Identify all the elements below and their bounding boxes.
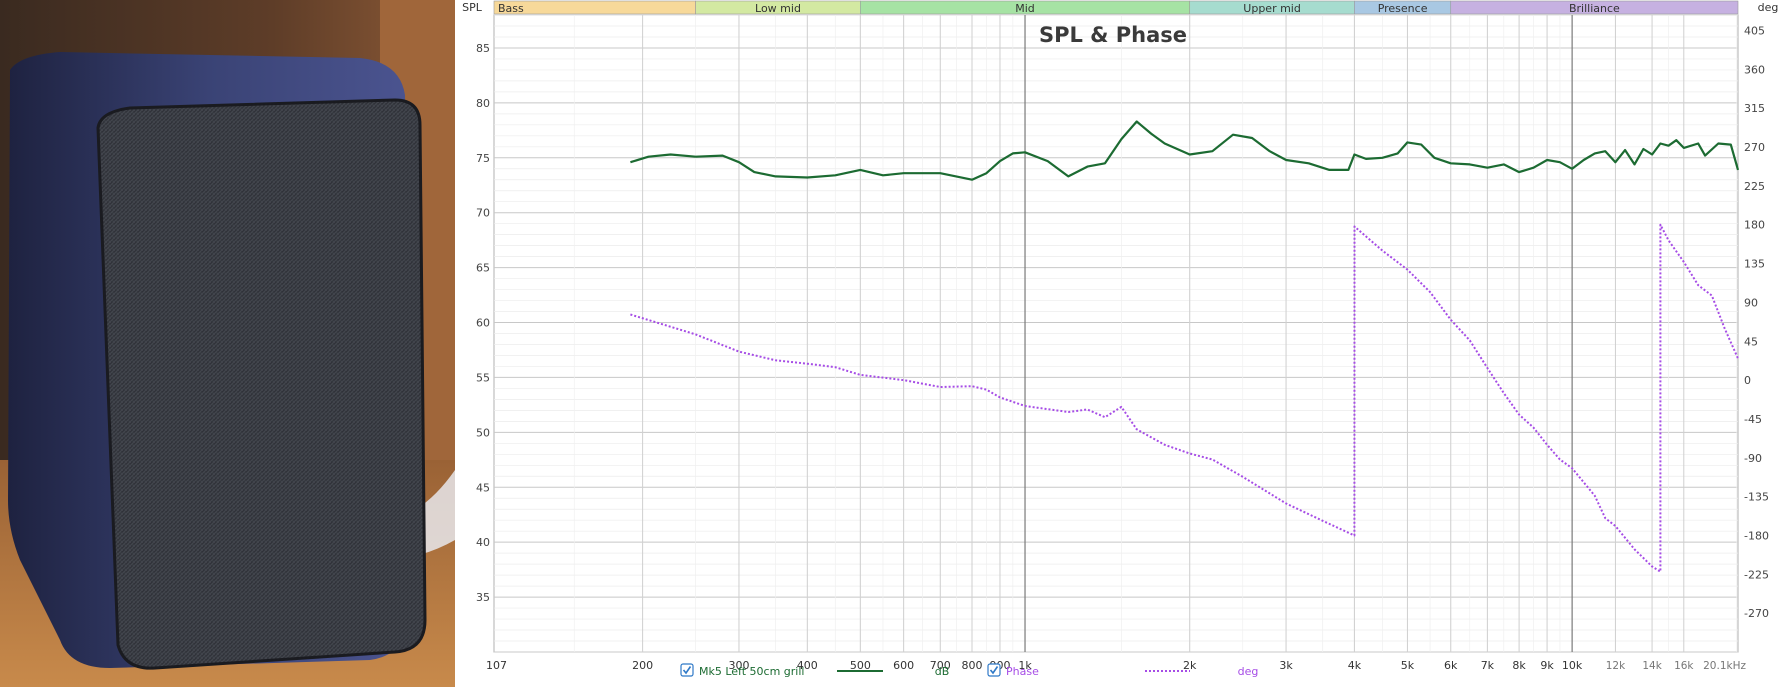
deg-tick-label: 135 (1744, 258, 1765, 271)
spl-series-line (630, 120, 1740, 181)
band-segment (493, 0, 696, 15)
speaker-photo (0, 0, 455, 687)
frequency-tick-label: 16k (1674, 660, 1694, 672)
frequency-tick-label: 300 (728, 659, 749, 672)
frequency-tick-label: 12k (1606, 660, 1626, 672)
deg-tick-label: 180 (1744, 219, 1765, 232)
legend-label: Mk5 Left 50cm grill (699, 665, 804, 678)
chart-canvas: Bass Low mid Mid Upper mid Presence Brillianc… (462, 0, 1779, 678)
frequency-tick-label: 107 (486, 659, 507, 672)
deg-tick-label: 45 (1744, 335, 1758, 348)
spl-axis-label: SPL (462, 1, 483, 14)
deg-tick-label: 90 (1744, 296, 1758, 309)
deg-tick-label: 405 (1744, 25, 1765, 38)
spl-axis: 35 40 45 50 55 60 65 70 75 80 85 (476, 42, 490, 604)
spl-tick-label: 80 (476, 97, 490, 110)
frequency-tick-label: 8k (1512, 659, 1526, 672)
check-icon (989, 666, 999, 675)
frequency-axis: 1072003004005006007008009001k2k3k4k5k6k7… (486, 659, 1746, 672)
band-label: Mid (1015, 2, 1035, 15)
deg-tick-label: -180 (1744, 529, 1769, 542)
grid (493, 14, 1739, 653)
deg-tick-label: -45 (1744, 413, 1762, 426)
frequency-band-bar: Bass Low mid Mid Upper mid Presence Brillianc… (493, 0, 1739, 15)
deg-axis: 405 360 315 270 225 180 135 90 45 0 -45 -90 -135 -180… (1744, 25, 1769, 621)
legend-unit: dB (935, 665, 950, 678)
legend: Mk5 Left 50cm grill dB Phase deg (680, 663, 1259, 678)
spl-tick-label: 55 (476, 371, 490, 384)
spl-tick-label: 50 (476, 426, 490, 439)
check-icon (682, 666, 692, 675)
frequency-tick-label: 600 (893, 659, 914, 672)
frequency-tick-label: 10k (1562, 659, 1583, 672)
spl-tick-label: 70 (476, 207, 490, 220)
frequency-tick-label: 9k (1540, 659, 1554, 672)
band-label: Bass (498, 2, 524, 15)
deg-tick-label: -90 (1744, 452, 1762, 465)
plot-series (630, 120, 1740, 573)
deg-tick-label: 0 (1744, 374, 1751, 387)
deg-tick-label: -225 (1744, 568, 1769, 581)
spl-tick-label: 75 (476, 152, 490, 165)
band-label: Presence (1378, 2, 1428, 15)
deg-tick-label: 270 (1744, 141, 1765, 154)
deg-axis-label: deg (1758, 1, 1779, 14)
legend-checkbox (987, 663, 1001, 677)
phase-series-line (630, 223, 1739, 573)
deg-tick-label: 225 (1744, 180, 1765, 193)
spl-tick-label: 65 (476, 262, 490, 275)
frequency-tick-label: 4k (1348, 659, 1362, 672)
band-label: Upper mid (1243, 2, 1301, 15)
deg-tick-label: 360 (1744, 63, 1765, 76)
chart-title: SPL & Phase (1039, 23, 1187, 47)
spl-tick-label: 45 (476, 481, 490, 494)
frequency-tick-label: 2k (1183, 659, 1197, 672)
legend-label: Phase (1006, 665, 1039, 678)
spl-phase-chart: Bass Low mid Mid Upper mid Presence Brillianc… (455, 0, 1782, 687)
frequency-tick-label: 200 (632, 659, 653, 672)
band-segment (1450, 0, 1739, 15)
spl-tick-label: 40 (476, 536, 490, 549)
frequency-tick-label: 6k (1444, 659, 1458, 672)
frequency-tick-label: 400 (797, 659, 818, 672)
frequency-tick-label: 14k (1642, 660, 1662, 672)
frequency-tick-label: 1k (1018, 659, 1032, 672)
spl-tick-label: 85 (476, 42, 490, 55)
deg-tick-label: -270 (1744, 607, 1769, 620)
band-label: Brilliance (1569, 2, 1620, 15)
frequency-tick-label: 800 (962, 659, 983, 672)
legend-checkbox (680, 663, 694, 677)
deg-tick-label: 315 (1744, 102, 1765, 115)
frequency-tick-label: 20.1kHz (1703, 660, 1746, 672)
frequency-tick-label: 500 (850, 659, 871, 672)
frequency-tick-label: 3k (1279, 659, 1293, 672)
legend-unit: deg (1238, 665, 1259, 678)
frequency-tick-label: 5k (1401, 659, 1415, 672)
spl-tick-label: 60 (476, 317, 490, 330)
frequency-tick-label: 7k (1481, 659, 1495, 672)
spl-tick-label: 35 (476, 591, 490, 604)
frequency-tick-label: 700 (930, 659, 951, 672)
band-label: Low mid (755, 2, 801, 15)
deg-tick-label: -135 (1744, 491, 1769, 504)
